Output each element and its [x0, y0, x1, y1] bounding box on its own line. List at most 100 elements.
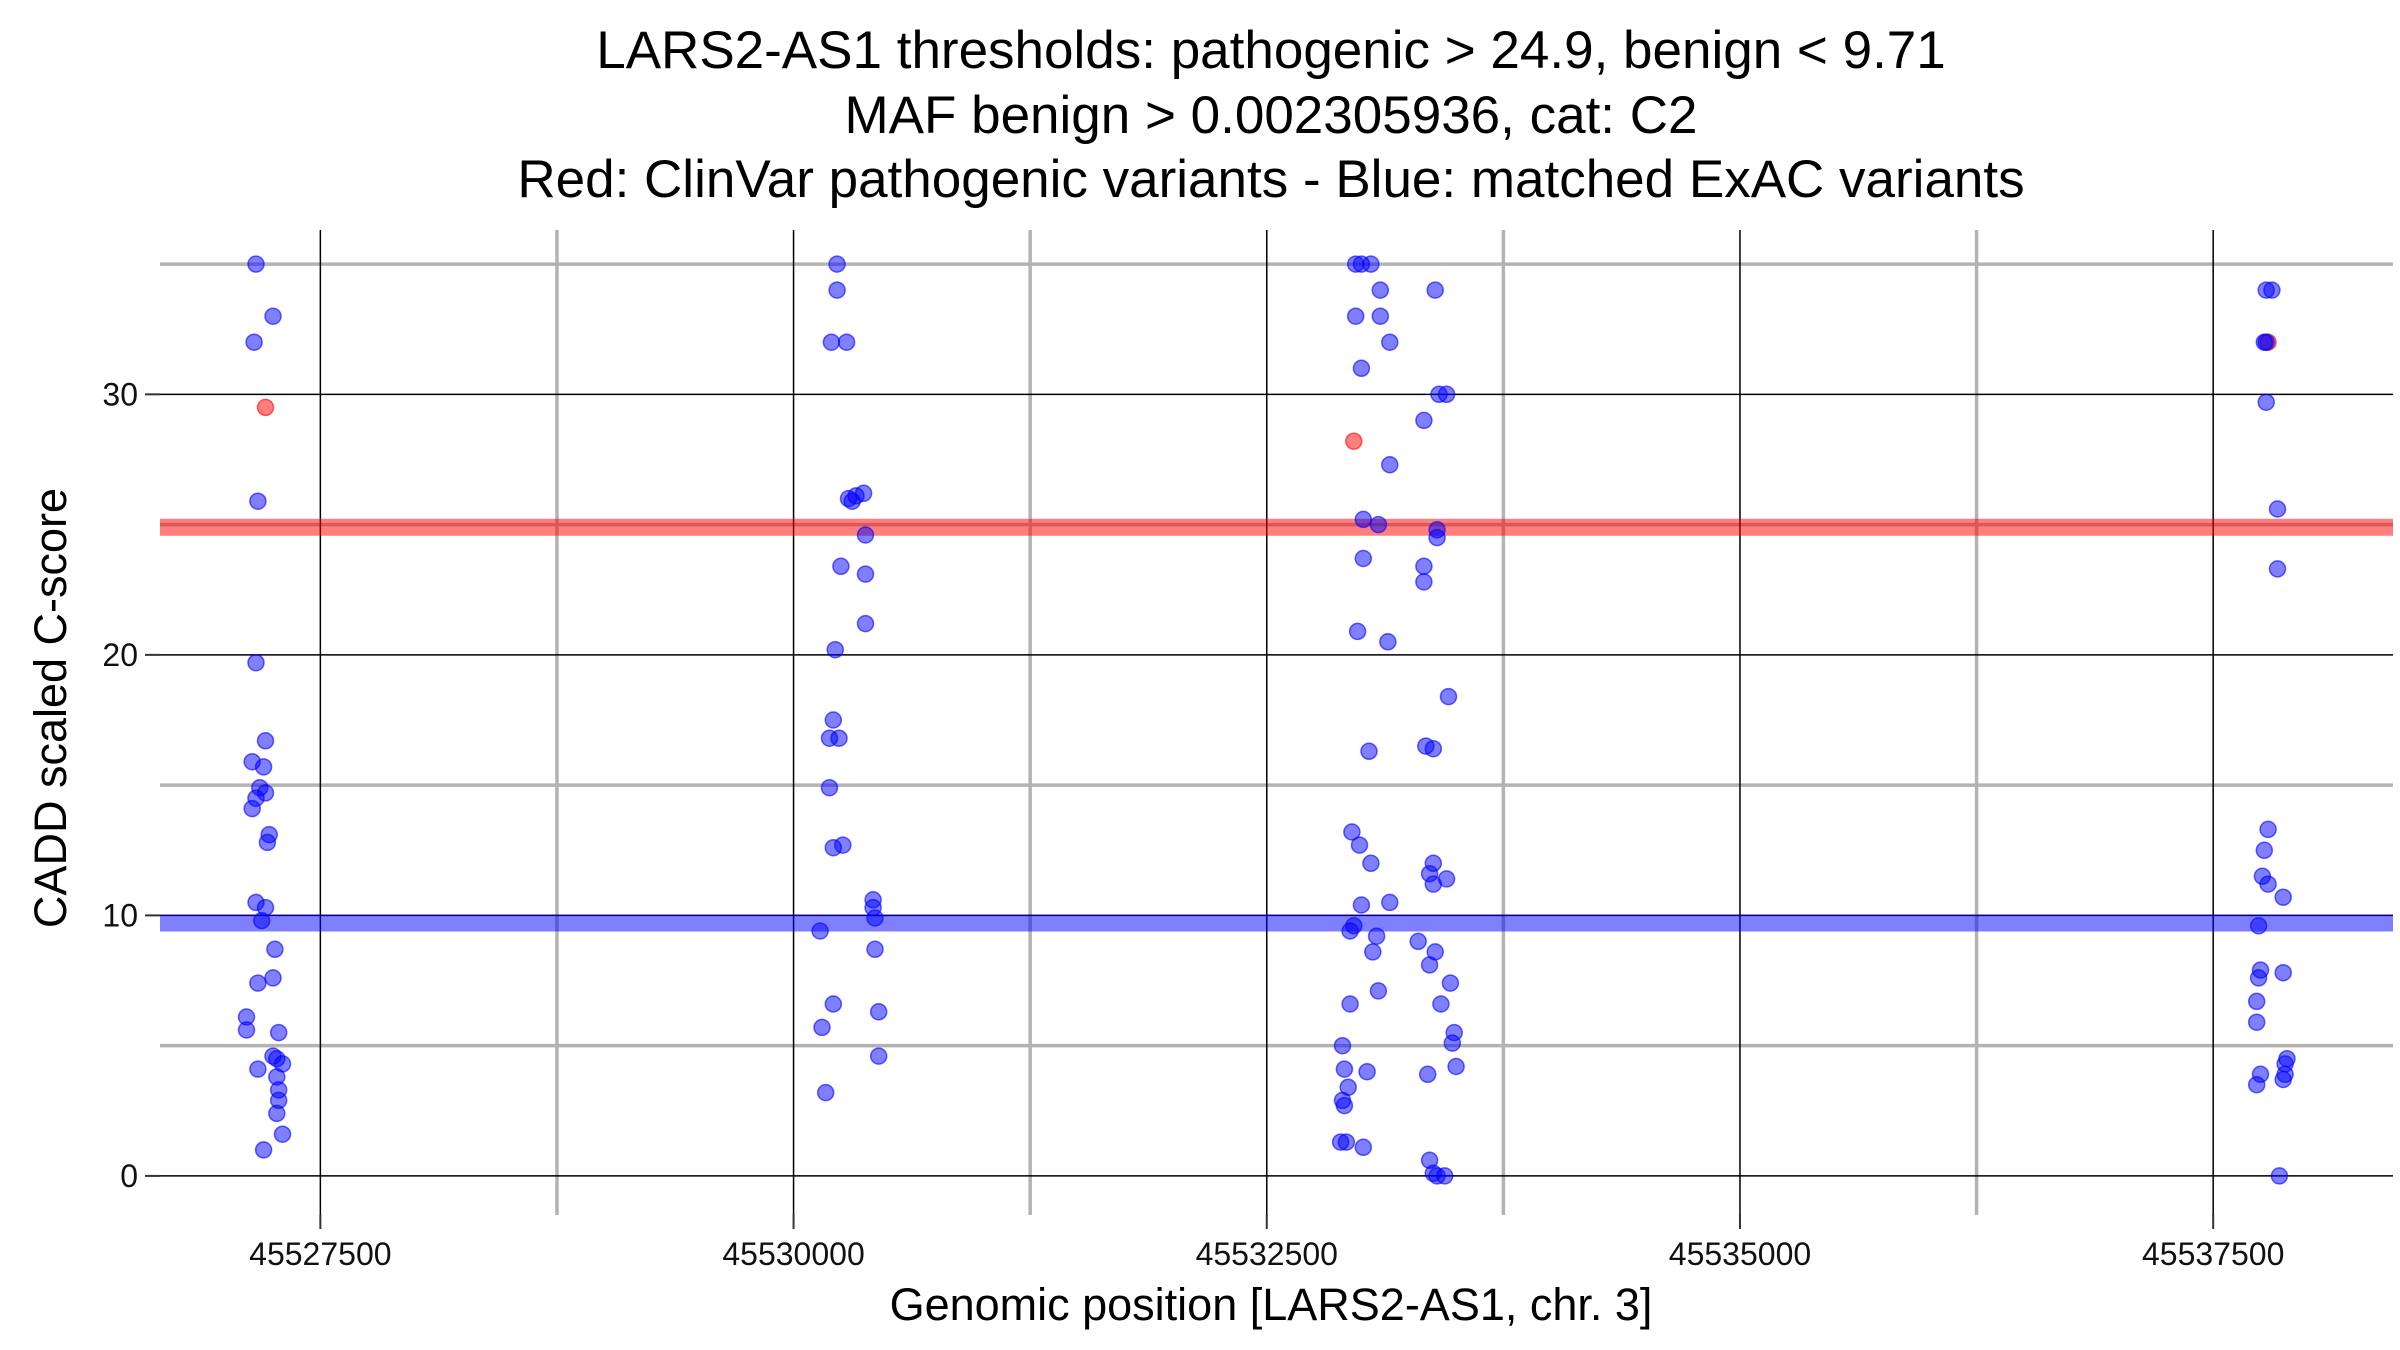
exac-point-44 [856, 614, 875, 633]
exac-point-80 [1415, 557, 1433, 576]
exac-point-104 [1441, 974, 1460, 992]
grid-major [160, 230, 2393, 1215]
exac-point-61 [816, 1083, 835, 1102]
x-tick-label: 45530000 [722, 1236, 864, 1272]
exac-point-140 [2249, 969, 2268, 987]
data-points [237, 255, 2296, 1185]
exac-point-86 [1424, 739, 1443, 758]
exac-point-33 [828, 255, 846, 273]
threshold-lines [160, 518, 2393, 932]
exac-point-124 [1435, 1167, 1454, 1185]
exac-point-76 [1369, 515, 1388, 534]
exac-point-79 [1354, 549, 1373, 568]
exac-point-112 [1335, 1060, 1354, 1078]
exac-point-78 [1428, 528, 1446, 547]
exac-point-60 [869, 1047, 888, 1065]
exac-point-106 [1341, 995, 1359, 1013]
exac-point-64 [1362, 255, 1380, 273]
exac-point-113 [1358, 1062, 1376, 1081]
exac-point-11 [243, 799, 261, 818]
exac-point-66 [1426, 281, 1444, 299]
exac-point-110 [1333, 1036, 1352, 1055]
chart-title-line-3: Red: ClinVar pathogenic variants - Blue:… [517, 150, 2024, 209]
exac-point-132 [2259, 820, 2277, 839]
exac-point-45 [826, 640, 844, 659]
exac-point-43 [856, 565, 875, 583]
exac-point-42 [832, 557, 850, 576]
exac-point-111 [1447, 1057, 1465, 1076]
exac-point-13 [258, 833, 277, 852]
clinvar-point-1 [1345, 432, 1363, 450]
y-axis-title: CADD scaled C-score [25, 488, 76, 928]
exac-point-54 [866, 909, 884, 927]
exac-point-109 [1443, 1034, 1462, 1052]
exac-point-0 [247, 255, 265, 273]
x-axis-ticks: 45527500 45530000 45532500 45535000 45537500 [249, 1215, 2284, 1272]
exac-point-7 [254, 758, 273, 776]
exac-point-3 [249, 492, 267, 510]
y-tick-label: 0 [120, 1158, 138, 1194]
exac-point-90 [1362, 854, 1380, 873]
exac-point-135 [2259, 875, 2277, 893]
exac-point-26 [249, 1060, 267, 1078]
exac-point-105 [1369, 982, 1388, 1000]
exac-point-5 [256, 732, 275, 750]
x-tick-label: 45532500 [1196, 1236, 1338, 1272]
exac-point-67 [1346, 307, 1365, 325]
exac-point-84 [1439, 687, 1458, 706]
exac-point-36 [837, 333, 856, 351]
y-tick-label: 30 [102, 376, 138, 412]
grid-minor [160, 230, 2393, 1215]
exac-point-107 [1432, 995, 1450, 1013]
clinvar-point-0 [256, 398, 275, 417]
y-axis-ticks: 0 10 20 30 [102, 376, 160, 1194]
exac-point-65 [1371, 281, 1390, 299]
exac-point-88 [1343, 823, 1361, 841]
chart-title: LARS2-AS1 thresholds: pathogenic > 24.9,… [517, 21, 2024, 209]
exac-point-147 [2274, 1070, 2292, 1089]
exac-point-131 [2268, 560, 2287, 578]
exac-point-70 [1352, 359, 1371, 378]
exac-point-59 [813, 1018, 831, 1037]
exac-point-31 [273, 1125, 292, 1143]
exac-point-49 [820, 778, 839, 797]
x-tick-label: 45527500 [249, 1236, 391, 1272]
exac-point-99 [1367, 927, 1386, 945]
exac-point-83 [1379, 633, 1397, 651]
exac-point-51 [834, 836, 852, 854]
exac-point-16 [252, 911, 271, 930]
exac-point-41 [856, 526, 875, 544]
exac-point-148 [2247, 1075, 2266, 1094]
x-tick-label: 45535000 [1669, 1236, 1811, 1272]
x-axis-title: Genomic position [LARS2-AS1, chr. 3] [890, 1279, 1653, 1330]
exac-point-114 [1418, 1065, 1437, 1084]
exac-point-32 [254, 1141, 273, 1159]
exac-point-57 [824, 995, 843, 1013]
exac-point-4 [247, 653, 265, 672]
exac-point-119 [1337, 1133, 1356, 1151]
exac-point-22 [269, 1023, 288, 1042]
exac-point-100 [1409, 932, 1427, 951]
exac-point-21 [237, 1021, 256, 1039]
exac-point-68 [1371, 307, 1390, 325]
exac-point-46 [824, 711, 843, 729]
exac-point-117 [1335, 1096, 1354, 1115]
exac-point-94 [1437, 870, 1456, 888]
chart-title-line-1: LARS2-AS1 thresholds: pathogenic > 24.9,… [596, 21, 1946, 80]
exac-point-58 [869, 1003, 888, 1021]
chart-title-line-2: MAF benign > 0.002305936, cat: C2 [845, 86, 1698, 145]
exac-point-98 [1341, 922, 1359, 940]
exac-point-18 [264, 969, 282, 987]
exac-point-95 [1381, 893, 1399, 912]
exac-point-130 [2268, 500, 2287, 518]
exac-point-73 [1415, 411, 1433, 430]
exac-point-2 [245, 333, 263, 351]
exac-point-1 [264, 307, 282, 325]
exac-point-136 [2274, 888, 2292, 906]
exac-point-81 [1415, 573, 1433, 591]
exac-point-141 [2247, 992, 2266, 1011]
y-tick-label: 20 [102, 637, 138, 673]
exac-point-82 [1348, 622, 1367, 641]
exac-point-96 [1352, 896, 1371, 914]
